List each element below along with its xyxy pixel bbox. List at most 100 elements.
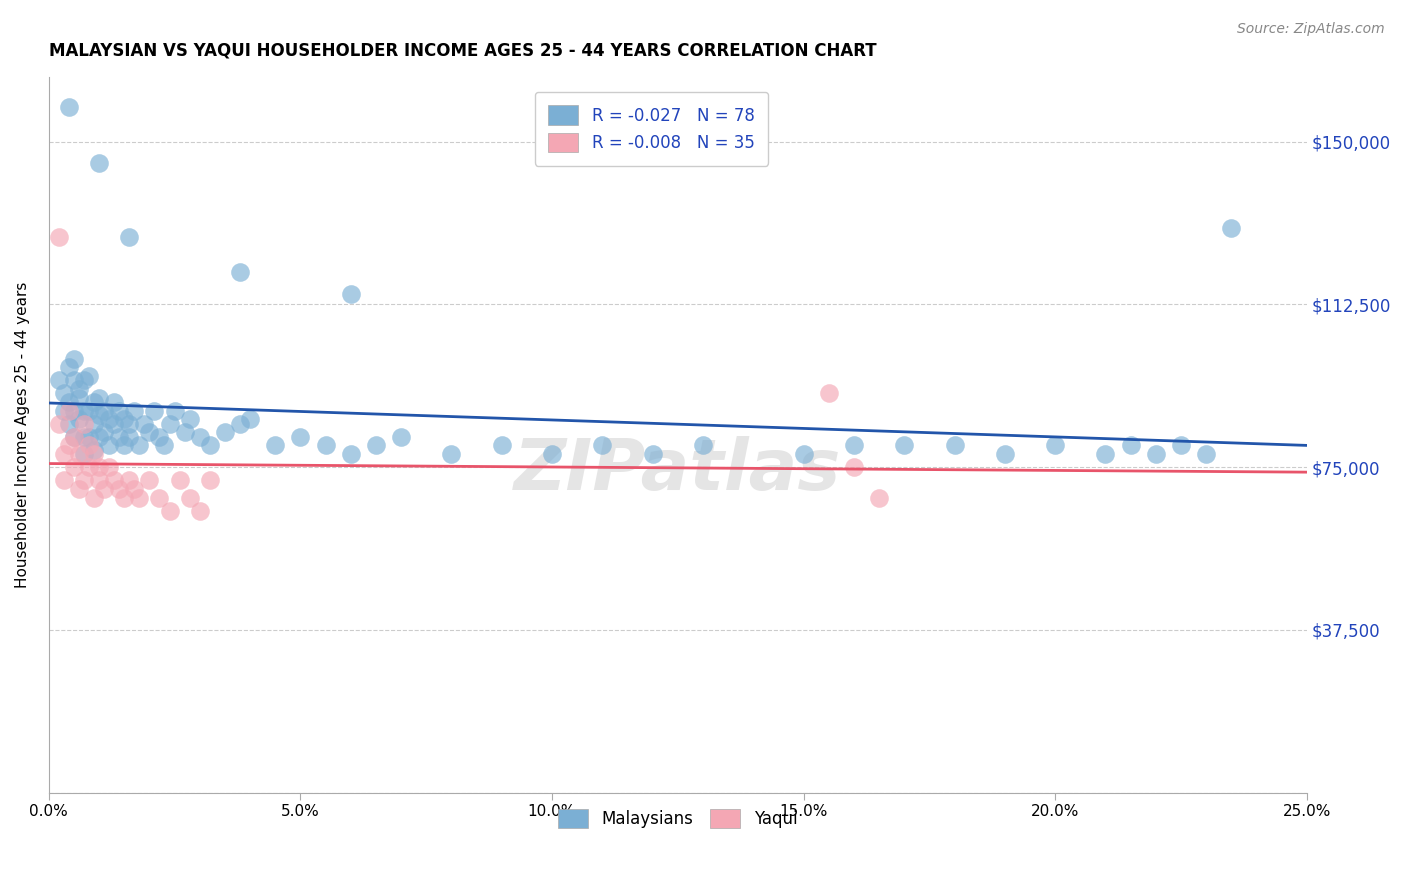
Point <box>134 417 156 431</box>
Text: ZIPatlas: ZIPatlas <box>515 436 841 505</box>
Point <box>994 447 1017 461</box>
Point <box>103 395 125 409</box>
Point <box>179 491 201 505</box>
Point <box>153 438 176 452</box>
Point <box>63 403 86 417</box>
Point <box>868 491 890 505</box>
Point <box>118 230 141 244</box>
Point <box>163 403 186 417</box>
Point <box>83 447 105 461</box>
Point <box>1220 221 1243 235</box>
Point <box>440 447 463 461</box>
Point <box>112 438 135 452</box>
Point <box>77 403 100 417</box>
Point <box>77 460 100 475</box>
Point <box>63 430 86 444</box>
Point <box>169 473 191 487</box>
Point <box>108 403 131 417</box>
Point <box>138 425 160 440</box>
Point <box>73 417 96 431</box>
Point <box>63 460 86 475</box>
Point <box>63 373 86 387</box>
Point <box>67 382 90 396</box>
Point <box>73 403 96 417</box>
Point <box>229 417 252 431</box>
Point <box>48 373 70 387</box>
Point <box>264 438 287 452</box>
Point <box>52 473 75 487</box>
Point <box>93 482 115 496</box>
Point <box>148 430 170 444</box>
Point <box>98 438 121 452</box>
Point <box>87 391 110 405</box>
Point <box>1170 438 1192 452</box>
Point <box>148 491 170 505</box>
Point <box>893 438 915 452</box>
Point <box>842 460 865 475</box>
Point <box>67 482 90 496</box>
Point <box>339 286 361 301</box>
Point <box>315 438 337 452</box>
Point <box>124 403 146 417</box>
Point <box>118 430 141 444</box>
Point <box>943 438 966 452</box>
Point <box>128 438 150 452</box>
Point <box>58 417 80 431</box>
Point <box>842 438 865 452</box>
Point <box>179 412 201 426</box>
Point <box>541 447 564 461</box>
Point <box>229 265 252 279</box>
Point <box>63 351 86 366</box>
Point <box>87 156 110 170</box>
Point <box>198 473 221 487</box>
Point <box>112 491 135 505</box>
Point <box>67 412 90 426</box>
Point <box>817 386 839 401</box>
Point <box>83 442 105 457</box>
Point <box>389 430 412 444</box>
Point <box>793 447 815 461</box>
Point <box>87 473 110 487</box>
Point <box>138 473 160 487</box>
Point <box>118 417 141 431</box>
Point <box>87 408 110 422</box>
Point <box>188 430 211 444</box>
Point <box>63 430 86 444</box>
Point <box>128 491 150 505</box>
Point <box>364 438 387 452</box>
Point <box>83 491 105 505</box>
Y-axis label: Householder Income Ages 25 - 44 years: Householder Income Ages 25 - 44 years <box>15 282 30 588</box>
Text: MALAYSIAN VS YAQUI HOUSEHOLDER INCOME AGES 25 - 44 YEARS CORRELATION CHART: MALAYSIAN VS YAQUI HOUSEHOLDER INCOME AG… <box>49 42 876 60</box>
Point <box>73 430 96 444</box>
Point <box>290 430 312 444</box>
Point <box>73 373 96 387</box>
Point <box>103 417 125 431</box>
Point <box>77 438 100 452</box>
Point <box>67 391 90 405</box>
Point <box>239 412 262 426</box>
Point <box>108 430 131 444</box>
Point <box>48 230 70 244</box>
Point <box>58 395 80 409</box>
Point <box>93 403 115 417</box>
Point <box>491 438 513 452</box>
Point <box>339 447 361 461</box>
Point <box>159 417 181 431</box>
Point <box>118 473 141 487</box>
Point <box>143 403 166 417</box>
Point <box>214 425 236 440</box>
Point <box>77 430 100 444</box>
Text: Source: ZipAtlas.com: Source: ZipAtlas.com <box>1237 22 1385 37</box>
Point <box>1195 447 1218 461</box>
Point <box>93 425 115 440</box>
Point <box>108 482 131 496</box>
Point <box>173 425 195 440</box>
Point <box>87 460 110 475</box>
Point <box>1043 438 1066 452</box>
Point <box>58 403 80 417</box>
Point <box>1119 438 1142 452</box>
Point <box>83 395 105 409</box>
Point <box>159 503 181 517</box>
Point <box>58 360 80 375</box>
Point <box>1144 447 1167 461</box>
